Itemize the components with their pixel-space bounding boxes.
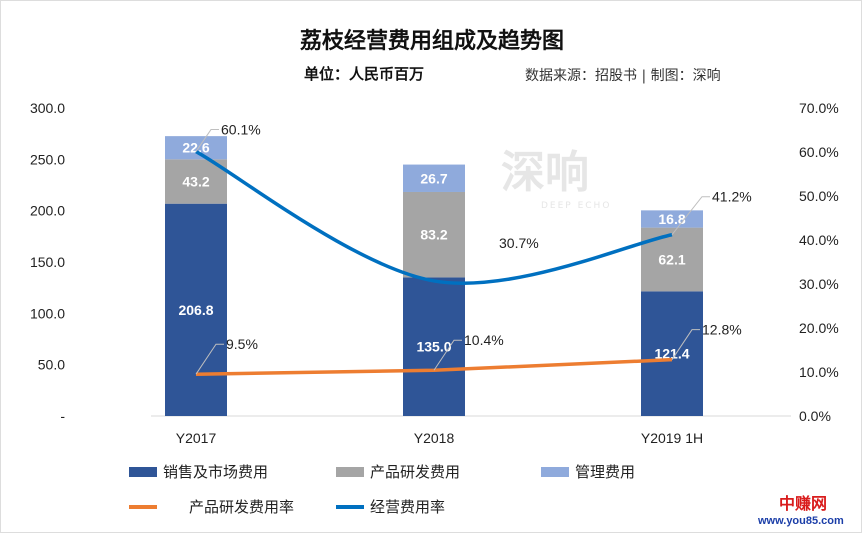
- line-data-label: 41.2%: [712, 189, 752, 205]
- bar-2: [403, 164, 465, 192]
- bar-2: [165, 136, 227, 160]
- y-right-tick: 10.0%: [799, 364, 839, 380]
- line-data-label: 9.5%: [226, 336, 258, 352]
- line-series-1: [195, 150, 673, 285]
- leader-line: [433, 339, 462, 371]
- legend-item-sales: 销售及市场费用: [129, 463, 268, 481]
- y-right-tick: 20.0%: [799, 320, 839, 336]
- bar-data-label: 206.8: [178, 302, 213, 318]
- legend-item-opex-rate: 经营费用率: [336, 498, 445, 516]
- legend-label: 销售及市场费用: [163, 463, 269, 481]
- x-tick-label: Y2019 1H: [641, 430, 703, 446]
- bar-data-label: 135.0: [416, 339, 451, 355]
- leader-line: [195, 343, 224, 375]
- leader-line: [671, 329, 700, 360]
- bar-data-label: 26.7: [420, 170, 447, 186]
- y-right-tick: 70.0%: [799, 100, 839, 116]
- bar-data-label: 83.2: [420, 227, 447, 243]
- legend-line: [129, 505, 157, 509]
- bar-0: [165, 203, 227, 416]
- y-right-tick: 40.0%: [799, 232, 839, 248]
- legend-label: 产品研发费用率: [189, 498, 295, 516]
- bar-0: [641, 291, 703, 416]
- y-right-tick: 0.0%: [799, 408, 831, 424]
- legend-item-admin: 管理费用: [541, 463, 635, 481]
- x-tick-label: Y2018: [414, 430, 455, 446]
- bar-0: [403, 277, 465, 416]
- watermark-logo: 深响: [501, 147, 589, 198]
- y-right-tick: 30.0%: [799, 276, 839, 292]
- bar-data-label: 62.1: [658, 251, 685, 267]
- line-data-label: 30.7%: [499, 235, 539, 251]
- bar-data-label: 16.8: [658, 211, 685, 227]
- legend-swatch: [336, 467, 364, 477]
- legend-swatch: [541, 467, 569, 477]
- watermark-site-url: www.you85.com: [758, 515, 844, 527]
- y-left-tick: 200.0: [30, 203, 65, 219]
- bar-data-label: 43.2: [182, 174, 209, 190]
- y-left-tick: -: [60, 408, 65, 424]
- y-left-tick: 50.0: [38, 357, 65, 373]
- bar-1: [641, 227, 703, 292]
- y-left-tick: 150.0: [30, 254, 65, 270]
- legend-label: 经营费用率: [370, 498, 446, 516]
- chart-unit: 单位：人民币百万: [304, 65, 425, 83]
- watermark-site-name: 中赚网: [779, 494, 828, 513]
- leader-line: [195, 129, 219, 152]
- chart-source: 数据来源：招股书 | 制图：深响: [525, 68, 721, 84]
- x-tick-label: Y2017: [176, 430, 217, 446]
- line-data-label: 12.8%: [702, 322, 742, 338]
- y-right-tick: 50.0%: [799, 188, 839, 204]
- legend-item-rd: 产品研发费用: [336, 463, 460, 481]
- bar-data-label: 22.6: [182, 140, 209, 156]
- line-data-label: 10.4%: [464, 332, 504, 348]
- legend-label: 管理费用: [575, 463, 636, 481]
- line-data-label: 60.1%: [221, 122, 261, 138]
- y-left-tick: 300.0: [30, 100, 65, 116]
- legend-line: [336, 505, 364, 509]
- legend-label: 产品研发费用: [370, 463, 461, 481]
- legend-item-rd-rate: 产品研发费用率: [129, 498, 294, 516]
- bar-data-label: 121.4: [654, 346, 689, 362]
- bar-1: [165, 159, 227, 204]
- leader-line: [671, 196, 710, 236]
- legend-swatch: [129, 467, 157, 477]
- y-left-tick: 250.0: [30, 151, 65, 167]
- bar-1: [403, 191, 465, 278]
- watermark-logo-sub: DEEP ECHO: [541, 201, 612, 211]
- y-left-tick: 100.0: [30, 305, 65, 321]
- chart-title: 荔枝经营费用组成及趋势图: [299, 28, 564, 54]
- y-right-tick: 60.0%: [799, 144, 839, 160]
